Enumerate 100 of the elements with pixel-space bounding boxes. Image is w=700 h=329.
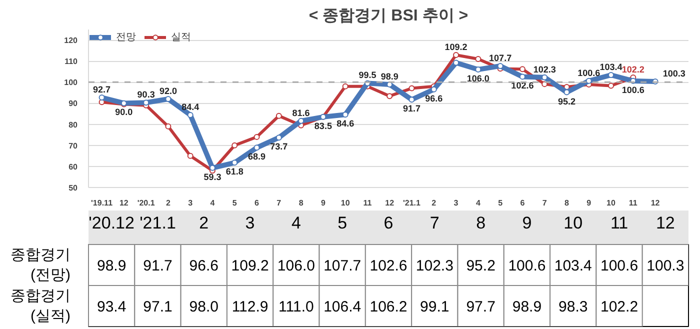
data-label: 100.6 <box>508 258 546 274</box>
data-label: 102.3 <box>533 64 556 74</box>
data-label: 97.7 <box>466 298 496 316</box>
data-label: 98.9 <box>380 71 398 82</box>
x-tick-label: 2 <box>166 198 171 208</box>
data-label: 99.5 <box>358 70 376 80</box>
y-tick-label: 70 <box>68 141 78 150</box>
data-label: 98.9 <box>512 298 542 316</box>
data-label: 102.6 <box>511 80 534 91</box>
y-tick-label: 100 <box>64 78 78 88</box>
data-label: 61.8 <box>226 166 244 177</box>
x-tick-label: 5 <box>232 198 238 208</box>
data-label: 92.7 <box>93 84 111 95</box>
x-tick-label: 10 <box>606 198 616 208</box>
data-label: 97.1 <box>143 298 172 316</box>
data-label: 112.9 <box>232 298 268 316</box>
data-label: 102.2 <box>600 298 638 316</box>
data-label: 106.2 <box>370 298 408 316</box>
data-label: 96.6 <box>189 258 218 274</box>
x-tick-label: 6 <box>384 214 394 232</box>
data-label: 100.3 <box>662 68 686 79</box>
data-label: 106.0 <box>277 258 315 274</box>
x-tick-label: 2 <box>432 198 437 208</box>
data-label: 107.7 <box>489 52 512 63</box>
x-tick-label: '19.11 <box>91 198 114 208</box>
data-label: 96.6 <box>425 93 443 104</box>
data-label: 111.0 <box>278 298 314 316</box>
chart-title: < 종합경기 BSI 추이 > <box>308 8 468 24</box>
data-label: 102.2 <box>622 64 644 75</box>
data-label: 84.4 <box>182 102 200 112</box>
data-label: 91.7 <box>143 258 172 274</box>
x-tick-label: 4 <box>476 198 481 208</box>
data-label: 92.0 <box>159 86 177 96</box>
x-tick-label: 7 <box>430 214 440 232</box>
data-label: 103.4 <box>600 62 622 72</box>
x-tick-label: 4 <box>291 214 301 232</box>
data-label: 73.7 <box>270 142 288 152</box>
y-tick-label: 60 <box>68 162 78 172</box>
x-tick-label: '21.1 <box>140 214 176 232</box>
data-label: 98.9 <box>96 258 126 274</box>
x-tick-label: 7 <box>542 198 548 208</box>
data-label: 103.4 <box>554 258 592 274</box>
x-tick-label: 8 <box>564 198 570 208</box>
x-tick-label: '21.1 <box>403 198 422 208</box>
y-tick-label: 종합경기 (전망) <box>10 246 71 284</box>
x-tick-label: 9 <box>320 198 326 208</box>
data-label: 109.2 <box>444 42 468 52</box>
data-label: 102.6 <box>370 258 408 274</box>
data-label: 107.7 <box>324 258 362 274</box>
data-label: 90.3 <box>137 90 155 100</box>
x-tick-label: '20.12 <box>88 214 134 232</box>
x-tick-label: 10 <box>340 198 350 208</box>
x-tick-label: 4 <box>210 198 216 208</box>
data-label: 100.6 <box>578 68 600 78</box>
data-label: 100.6 <box>600 258 638 274</box>
x-tick-label: 3 <box>188 198 194 208</box>
x-tick-label: 11 <box>610 214 628 232</box>
x-tick-label: 3 <box>454 198 459 208</box>
data-label: 59.3 <box>204 172 222 182</box>
data-label: 84.6 <box>336 118 354 129</box>
data-label: 109.2 <box>231 258 269 274</box>
x-tick-label: 9 <box>522 214 532 232</box>
x-tick-label: 11 <box>628 198 638 208</box>
x-tick-label: 7 <box>276 198 282 208</box>
data-label: 106.4 <box>324 298 362 316</box>
x-tick-label: 10 <box>564 214 583 232</box>
y-tick-label: 종합경기 (실적) <box>10 287 71 325</box>
x-tick-label: 8 <box>476 214 486 232</box>
y-tick-label: 110 <box>64 57 78 66</box>
x-tick-label: 9 <box>586 198 592 208</box>
y-tick-label: 120 <box>64 36 78 46</box>
x-tick-label: 6 <box>254 198 260 208</box>
data-label: 100.3 <box>646 258 684 274</box>
x-tick-label: 12 <box>385 198 395 208</box>
x-tick-label: '20.1 <box>137 198 156 208</box>
x-tick-label: 8 <box>298 198 304 208</box>
x-tick-label: 12 <box>656 214 675 232</box>
x-tick-label: 12 <box>650 198 660 208</box>
data-label: 90.0 <box>115 107 133 118</box>
data-label: 68.9 <box>248 152 266 162</box>
data-label: 102.3 <box>416 258 454 274</box>
data-label: 99.1 <box>420 298 450 316</box>
data-label: 98.0 <box>189 298 218 316</box>
data-label: 98.3 <box>558 298 588 316</box>
data-label: 106.0 <box>466 74 490 84</box>
legend-label: 전망 <box>116 31 136 44</box>
data-label: 93.4 <box>96 298 126 316</box>
data-label: 95.2 <box>466 258 496 274</box>
data-label: 91.7 <box>402 104 421 114</box>
y-tick-label: 90 <box>68 99 78 108</box>
x-tick-label: 6 <box>520 198 526 208</box>
x-tick-label: 11 <box>363 198 372 208</box>
x-tick-label: 2 <box>199 214 209 232</box>
x-tick-label: 3 <box>245 214 255 232</box>
data-label: 81.6 <box>292 108 310 118</box>
data-label: 95.2 <box>558 96 576 106</box>
data-label: 83.5 <box>314 120 332 131</box>
data-label: 100.6 <box>622 84 644 95</box>
y-tick-label: 50 <box>68 184 78 192</box>
x-tick-label: 12 <box>119 198 129 208</box>
